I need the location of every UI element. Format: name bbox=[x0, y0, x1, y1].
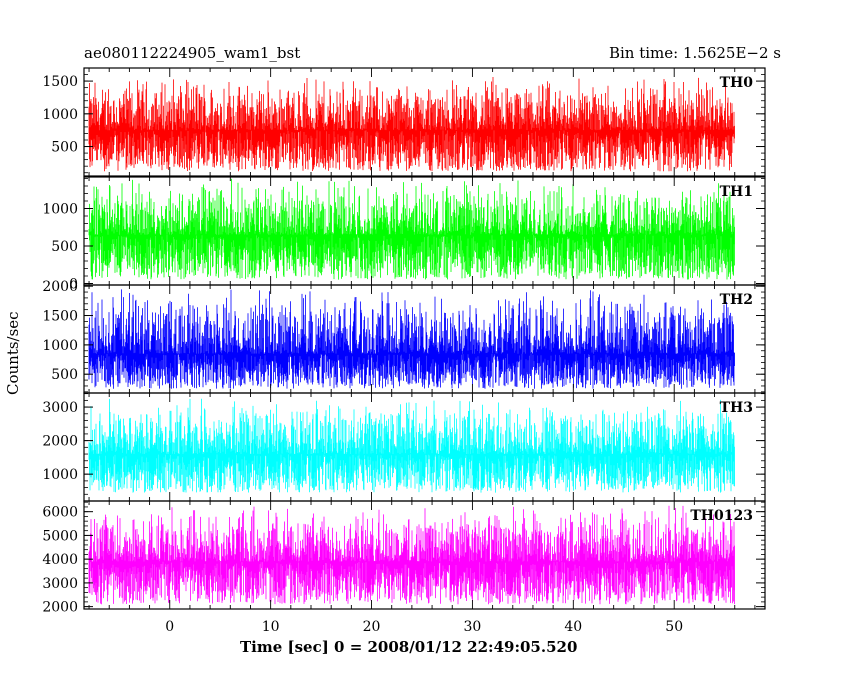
panel-th2: 500 1000 1500 2000 TH2 bbox=[42, 279, 766, 394]
panel-label: TH2 bbox=[720, 292, 753, 308]
panel-label: TH0123 bbox=[690, 508, 753, 524]
y-tick-label: 500 bbox=[51, 140, 78, 156]
panel-th3: 1000 2000 3000 TH3 bbox=[42, 392, 766, 502]
panel-th1: 0 500 1000 TH1 bbox=[42, 176, 766, 293]
chart-title: ae080112224905_wam1_bst bbox=[84, 44, 301, 62]
y-tick-label: 500 bbox=[51, 239, 78, 255]
y-tick-label: 500 bbox=[51, 367, 78, 383]
panel-th0123: 2000 3000 4000 5000 6000 TH0123 bbox=[42, 500, 766, 616]
series-th3 bbox=[88, 398, 735, 493]
series-th2 bbox=[88, 289, 735, 389]
y-tick-label: 3000 bbox=[42, 576, 78, 592]
panel-label: TH0 bbox=[720, 75, 754, 91]
x-tick-label: 20 bbox=[363, 619, 381, 635]
y-tick-label: 0 bbox=[69, 277, 78, 293]
x-tick-label: 40 bbox=[564, 619, 582, 635]
panel-th0: 500 1000 1500 TH0 bbox=[42, 67, 766, 177]
panel-frame bbox=[83, 500, 766, 610]
x-tick-label: 50 bbox=[665, 619, 683, 635]
panel-frame bbox=[83, 67, 766, 177]
series-th0123 bbox=[88, 505, 735, 605]
y-tick-label: 3000 bbox=[42, 400, 78, 416]
y-tick-label: 1000 bbox=[42, 467, 78, 483]
y-tick-label: 2000 bbox=[42, 600, 78, 616]
y-tick-label: 4000 bbox=[42, 552, 78, 568]
x-tick-label: 0 bbox=[165, 619, 174, 635]
panel-label: TH1 bbox=[720, 184, 753, 200]
y-tick-label: 1000 bbox=[42, 107, 78, 123]
y-tick-label: 1500 bbox=[42, 74, 78, 90]
x-tick-label: 10 bbox=[262, 619, 280, 635]
y-tick-label: 1000 bbox=[42, 202, 78, 218]
bin-time-label: Bin time: 1.5625E−2 s bbox=[608, 44, 781, 62]
x-tick-label: 30 bbox=[464, 619, 482, 635]
x-axis-title: Time [sec] 0 = 2008/01/12 22:49:05.520 bbox=[240, 638, 578, 656]
y-tick-label: 1000 bbox=[42, 338, 78, 354]
y-tick-label: 6000 bbox=[42, 505, 78, 521]
series-th0 bbox=[88, 77, 735, 172]
y-tick-label: 2000 bbox=[42, 434, 78, 450]
series-th1 bbox=[88, 178, 735, 280]
y-tick-label: 1500 bbox=[42, 309, 78, 325]
y-tick-label: 5000 bbox=[42, 528, 78, 544]
y-tick-label: 2000 bbox=[42, 279, 78, 295]
panel-label: TH3 bbox=[720, 400, 753, 416]
